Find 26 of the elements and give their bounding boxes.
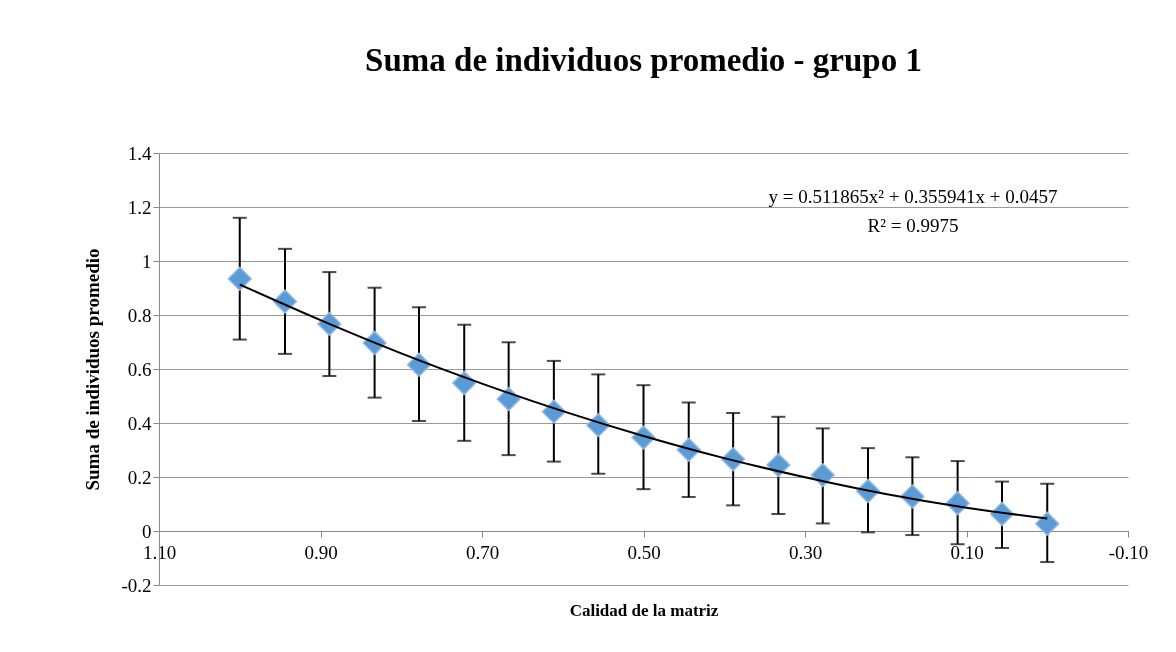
annotation: y = 0.511865x² + 0.355941x + 0.0457 (768, 186, 1058, 207)
x-tick-label: 0.70 (465, 541, 500, 563)
y-tick-label: 0.4 (127, 412, 152, 434)
x-tick-label: 0.50 (627, 541, 661, 563)
x-tick-label: 0.30 (788, 541, 823, 563)
point (766, 452, 791, 478)
point (1035, 511, 1060, 536)
point (452, 370, 477, 396)
point (227, 266, 252, 291)
point (810, 462, 835, 488)
y-tick-label: 1.2 (127, 196, 152, 218)
y-tick-label: 0.2 (127, 466, 152, 488)
y-axis-title: Suma de individuos promedio (82, 248, 104, 491)
y-tick-label: -0.2 (121, 574, 152, 596)
x-axis-title: Calidad de la matriz (569, 600, 719, 620)
y-tick-label: 0 (142, 520, 152, 542)
x-tick-label: 0.90 (304, 541, 338, 563)
y-tick-label: 0.6 (127, 358, 152, 380)
chart-title: Suma de individuos promedio - grupo 1 (365, 42, 922, 78)
y-tick-label: 1 (142, 250, 152, 272)
annotation: R² = 0.9975 (867, 215, 959, 236)
y-tick-label: 0.8 (127, 304, 152, 326)
x-tick-label: -0.10 (1108, 541, 1149, 563)
x-tick-label: 1.10 (142, 541, 177, 563)
y-tick-label: 1.4 (127, 142, 152, 164)
x-tick-label: 0.10 (950, 541, 984, 563)
